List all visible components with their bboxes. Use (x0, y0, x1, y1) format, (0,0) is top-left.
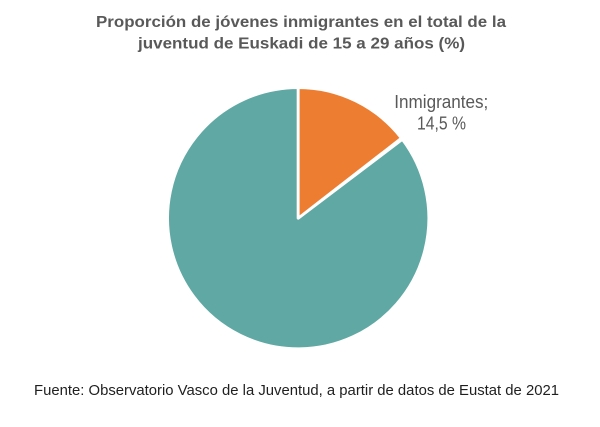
svg-text:Fuente: Observatorio Vasco de: Fuente: Observatorio Vasco de la Juventu… (34, 383, 559, 399)
svg-text:Proporción de jóvenes inmigran: Proporción de jóvenes inmigrantes en el … (96, 14, 506, 31)
svg-text:juventud de Euskadi de 15 a 29: juventud de Euskadi de 15 a 29 años (%) (137, 36, 465, 53)
svg-text:Inmigrantes;: Inmigrantes; (394, 92, 488, 112)
svg-text:14,5 %: 14,5 % (417, 114, 466, 134)
